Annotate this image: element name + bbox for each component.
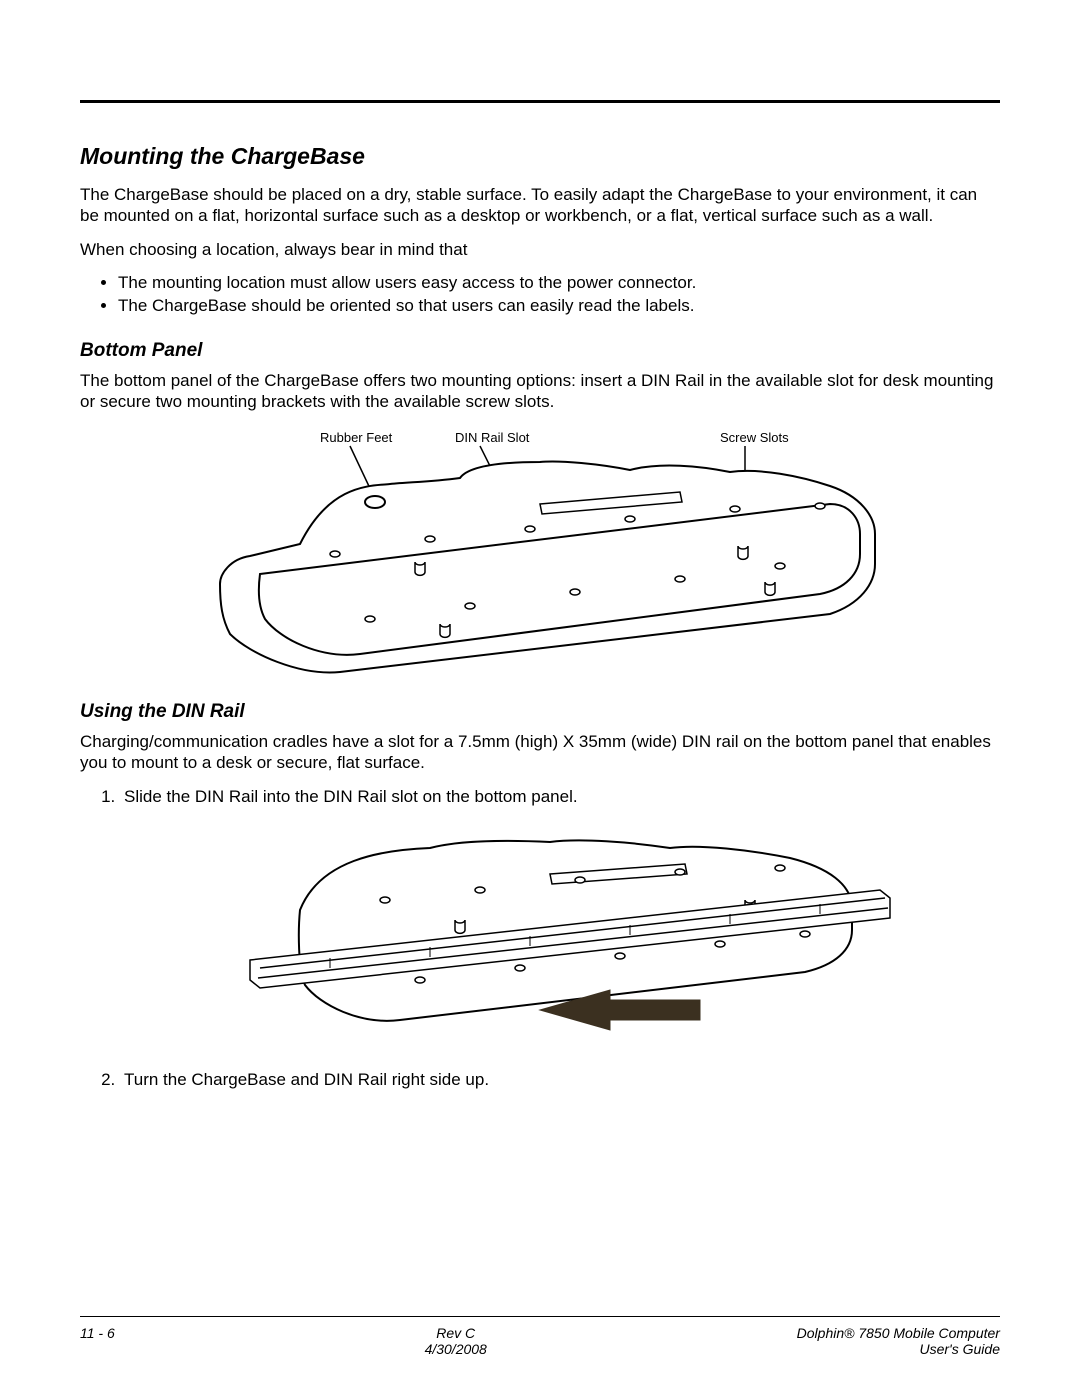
- steps-list: Slide the DIN Rail into the DIN Rail slo…: [80, 786, 1000, 808]
- callout-screw-slots: Screw Slots: [720, 430, 789, 445]
- heading-bottom-panel: Bottom Panel: [80, 340, 1000, 362]
- callout-din-rail-slot: DIN Rail Slot: [455, 430, 530, 445]
- heading-din-rail: Using the DIN Rail: [80, 701, 1000, 723]
- para-mounting-1: The ChargeBase should be placed on a dry…: [80, 184, 1000, 227]
- chargebase-bottom-drawing: [220, 462, 875, 673]
- callout-rubber-feet: Rubber Feet: [320, 430, 393, 445]
- footer-doc: User's Guide: [797, 1341, 1000, 1357]
- para-din-rail: Charging/communication cradles have a sl…: [80, 731, 1000, 774]
- footer-date: 4/30/2008: [425, 1341, 487, 1357]
- bullet-list: The mounting location must allow users e…: [80, 272, 1000, 318]
- footer-product: Dolphin® 7850 Mobile Computer: [797, 1325, 1000, 1341]
- page-footer: 11 - 6 Rev C 4/30/2008 Dolphin® 7850 Mob…: [80, 1316, 1000, 1357]
- para-mounting-2: When choosing a location, always bear in…: [80, 239, 1000, 260]
- bullet-item: The ChargeBase should be oriented so tha…: [118, 295, 1000, 318]
- footer-rev: Rev C: [425, 1325, 487, 1341]
- para-bottom-panel: The bottom panel of the ChargeBase offer…: [80, 370, 1000, 413]
- step-item: Turn the ChargeBase and DIN Rail right s…: [120, 1069, 1000, 1091]
- figure-din-rail: [80, 820, 1000, 1055]
- footer-page-number: 11 - 6: [80, 1325, 115, 1357]
- heading-mounting: Mounting the ChargeBase: [80, 143, 1000, 170]
- bullet-item: The mounting location must allow users e…: [118, 272, 1000, 295]
- step-item: Slide the DIN Rail into the DIN Rail slo…: [120, 786, 1000, 808]
- top-rule: [80, 100, 1000, 103]
- steps-list-cont: Turn the ChargeBase and DIN Rail right s…: [80, 1069, 1000, 1091]
- figure-bottom-panel: Rubber Feet DIN Rail Slot Screw Slots: [80, 424, 1000, 679]
